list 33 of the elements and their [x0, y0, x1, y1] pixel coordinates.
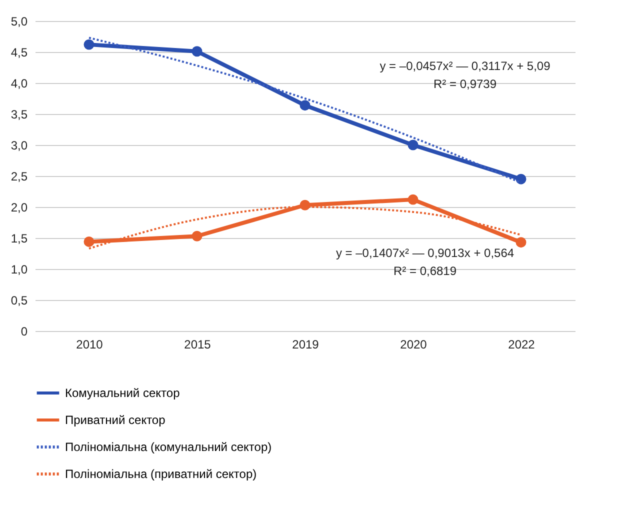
point	[408, 194, 418, 205]
y-tick-label: 4,5	[10, 46, 28, 60]
point	[192, 230, 202, 242]
annotation: y = –0,1407x² — 0,9013x + 0,564	[336, 246, 514, 260]
point	[516, 237, 526, 248]
point	[84, 39, 94, 50]
x-tick-label: 2020	[400, 338, 428, 352]
y-tick-label: 3,5	[10, 108, 28, 122]
y-tick-label: 5,0	[10, 14, 28, 28]
annotation: R² = 0,9739	[433, 77, 497, 91]
y-tick-label: 1,0	[10, 262, 28, 276]
legend-label: Приватний сектор	[65, 413, 166, 427]
legend-label: Комунальний сектор	[65, 386, 180, 400]
x-tick-label: 2022	[508, 338, 536, 352]
x-tick-label: 2019	[292, 338, 320, 352]
x-tick-label: 2015	[184, 338, 212, 352]
y-tick-label: 3,0	[10, 138, 28, 152]
point	[300, 100, 310, 111]
y-tick-label: 0	[20, 324, 28, 338]
y-tick-label: 2,0	[10, 200, 28, 214]
y-tick-label: 2,5	[10, 170, 28, 184]
point	[408, 140, 418, 150]
point	[516, 174, 526, 184]
y-tick-label: 4,0	[10, 76, 28, 90]
legend-label: Поліноміальна (комунальний сектор)	[65, 440, 272, 454]
point	[192, 46, 202, 57]
y-tick-label: 1,5	[10, 232, 28, 246]
point	[84, 236, 94, 247]
y-tick-label: 0,5	[10, 294, 28, 308]
x-tick-label: 2010	[76, 338, 104, 352]
annotation: R² = 0,6819	[393, 264, 457, 278]
annotation: y = –0,0457x² — 0,3117x + 5,09	[380, 59, 551, 73]
legend-label: Поліноміальна (приватний сектор)	[65, 467, 257, 481]
